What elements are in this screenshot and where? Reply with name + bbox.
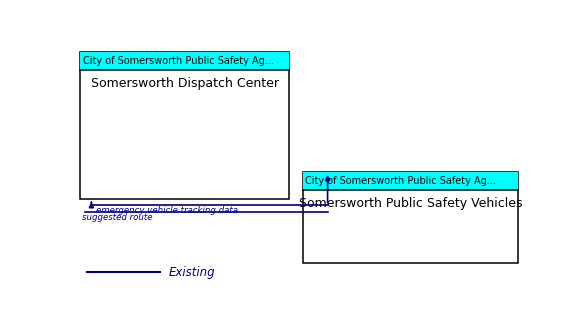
Text: Somersworth Dispatch Center: Somersworth Dispatch Center [90, 77, 278, 90]
Text: suggested route: suggested route [82, 213, 153, 221]
Bar [80, 52, 289, 199]
Bar [302, 172, 518, 264]
Bar [302, 172, 518, 190]
Bar [80, 52, 289, 70]
Text: emergency vehicle tracking data: emergency vehicle tracking data [96, 206, 238, 215]
Text: City of Somersworth Public Safety Ag...: City of Somersworth Public Safety Ag... [83, 56, 274, 66]
Text: City of Somersworth Public Safety Ag...: City of Somersworth Public Safety Ag... [305, 176, 496, 186]
Text: Somersworth Public Safety Vehicles: Somersworth Public Safety Vehicles [299, 197, 522, 210]
Text: Existing: Existing [169, 265, 215, 279]
